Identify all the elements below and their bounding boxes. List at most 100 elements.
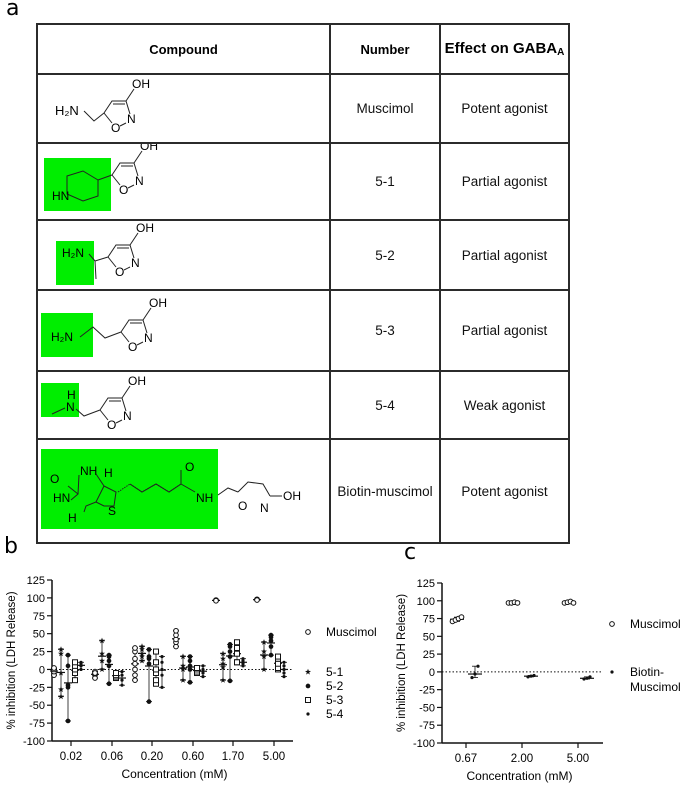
svg-text:HN: HN xyxy=(52,189,69,203)
table-row: H₂N OH N O 5-3 Partial agonist xyxy=(36,289,570,372)
compound-effect: Partial agonist xyxy=(439,219,570,291)
compound-number: 5-4 xyxy=(329,370,441,440)
y-tick-label: 0 xyxy=(39,664,45,676)
x-axis-label: Concentration (mM) xyxy=(466,769,572,783)
data-group xyxy=(57,646,65,700)
header-number: Number xyxy=(329,23,441,75)
data-group xyxy=(145,647,153,704)
data-group xyxy=(118,669,126,687)
x-tick-label: 2.00 xyxy=(511,753,533,765)
svg-text:N: N xyxy=(135,174,144,188)
svg-text:O: O xyxy=(107,418,116,432)
compound-effect: Partial agonist xyxy=(439,142,570,221)
panel-label-a: a xyxy=(6,0,20,21)
y-tick-label: 100 xyxy=(27,593,45,605)
atom-label: OH xyxy=(132,77,150,91)
svg-text:OH: OH xyxy=(283,489,301,503)
data-group xyxy=(280,660,288,679)
data-group xyxy=(260,639,268,672)
table-row: H N OH N O 5-4 Weak agonist xyxy=(36,370,570,440)
table-row: H₂N OH N O Muscimol Potent agonist xyxy=(36,73,570,144)
structure-5-3: H₂N OH N O xyxy=(36,289,331,372)
compound-effect: Potent agonist xyxy=(439,73,570,144)
table-row: O NH H HN H S O NH OH O N Biotin-muscimol Potent a… xyxy=(36,438,570,544)
y-tick-label: -25 xyxy=(419,685,435,697)
data-group xyxy=(253,596,261,603)
svg-text:O: O xyxy=(185,460,194,474)
table-row: H₂N OH N O 5-2 Partial agonist xyxy=(36,219,570,291)
panel-label-b: b xyxy=(4,534,18,559)
x-tick-label: 0.20 xyxy=(141,751,163,763)
y-tick-label: -75 xyxy=(419,720,435,732)
data-group xyxy=(64,652,72,724)
data-group xyxy=(91,668,99,681)
y-tick-label: 25 xyxy=(33,647,45,659)
compound-table: Compound Number Effect on GABAA H₂N OH N O … xyxy=(36,23,570,544)
legend-label: Muscimol xyxy=(326,625,377,639)
legend-label: 5-1 xyxy=(326,665,344,679)
data-group xyxy=(561,598,577,606)
y-axis-label: % inhibition (LDH Release) xyxy=(396,594,408,732)
compound-effect: Weak agonist xyxy=(439,370,570,440)
legend-label: 5-2 xyxy=(326,679,344,693)
data-group xyxy=(274,653,282,673)
y-tick-label: 75 xyxy=(423,614,435,626)
legend-label: 5-3 xyxy=(326,693,344,707)
svg-text:O: O xyxy=(119,183,128,197)
data-group xyxy=(580,675,594,681)
x-tick-label: 1.70 xyxy=(222,751,244,763)
x-tick-label: 5.00 xyxy=(567,753,589,765)
data-group xyxy=(468,664,482,680)
svg-text:H: H xyxy=(68,511,77,525)
svg-text:H: H xyxy=(67,388,76,402)
compound-effect: Potent agonist xyxy=(439,438,570,544)
svg-text:O: O xyxy=(50,472,59,486)
svg-text:O: O xyxy=(115,265,124,279)
x-tick-label: 0.67 xyxy=(455,753,477,765)
data-group xyxy=(98,637,106,672)
x-tick-label: 5.00 xyxy=(263,751,285,763)
y-tick-label: -100 xyxy=(23,736,45,748)
svg-text:O: O xyxy=(128,340,137,354)
svg-text:H: H xyxy=(104,466,113,480)
x-tick-label: 0.06 xyxy=(101,751,123,763)
data-group xyxy=(138,643,146,664)
data-group xyxy=(152,648,160,687)
data-group xyxy=(505,599,521,606)
data-group xyxy=(71,659,79,684)
svg-text:H₂N: H₂N xyxy=(62,246,84,260)
legend-label: Muscimol xyxy=(630,680,681,694)
y-tick-label: 50 xyxy=(423,631,435,643)
compound-effect: Partial agonist xyxy=(439,289,570,372)
atom-label: OH xyxy=(149,296,167,310)
atom-label: OH xyxy=(136,221,154,235)
legend-label: Muscimol xyxy=(630,617,681,631)
data-group xyxy=(172,627,180,650)
structure-biotin-muscimol: O NH H HN H S O NH OH O N xyxy=(36,438,331,544)
data-group xyxy=(226,642,234,684)
structure-5-4: H N OH N O xyxy=(36,370,331,440)
atom-label: OH xyxy=(140,144,158,153)
y-tick-label: -50 xyxy=(29,700,45,712)
structure-5-1: HN OH N O xyxy=(36,142,331,221)
structure-5-2: H₂N OH N O xyxy=(36,219,331,291)
y-tick-label: 125 xyxy=(417,578,435,590)
data-group xyxy=(50,665,58,679)
y-tick-label: 75 xyxy=(33,611,45,623)
svg-text:N: N xyxy=(144,331,153,345)
compound-number: 5-2 xyxy=(329,219,441,291)
data-group xyxy=(77,660,85,672)
legend-label: Biotin- xyxy=(630,665,664,679)
structure-muscimol: H₂N OH N O xyxy=(36,73,331,144)
atom-label: OH xyxy=(128,374,146,388)
data-group xyxy=(158,654,166,689)
svg-text:H₂N: H₂N xyxy=(55,103,79,118)
header-effect: Effect on GABAA xyxy=(439,23,570,75)
table-row: HN OH N O 5-1 Partial agonist xyxy=(36,142,570,221)
compound-number: Muscimol xyxy=(329,73,441,144)
data-group xyxy=(199,664,207,679)
data-group xyxy=(212,597,220,604)
y-tick-label: -100 xyxy=(413,738,435,750)
